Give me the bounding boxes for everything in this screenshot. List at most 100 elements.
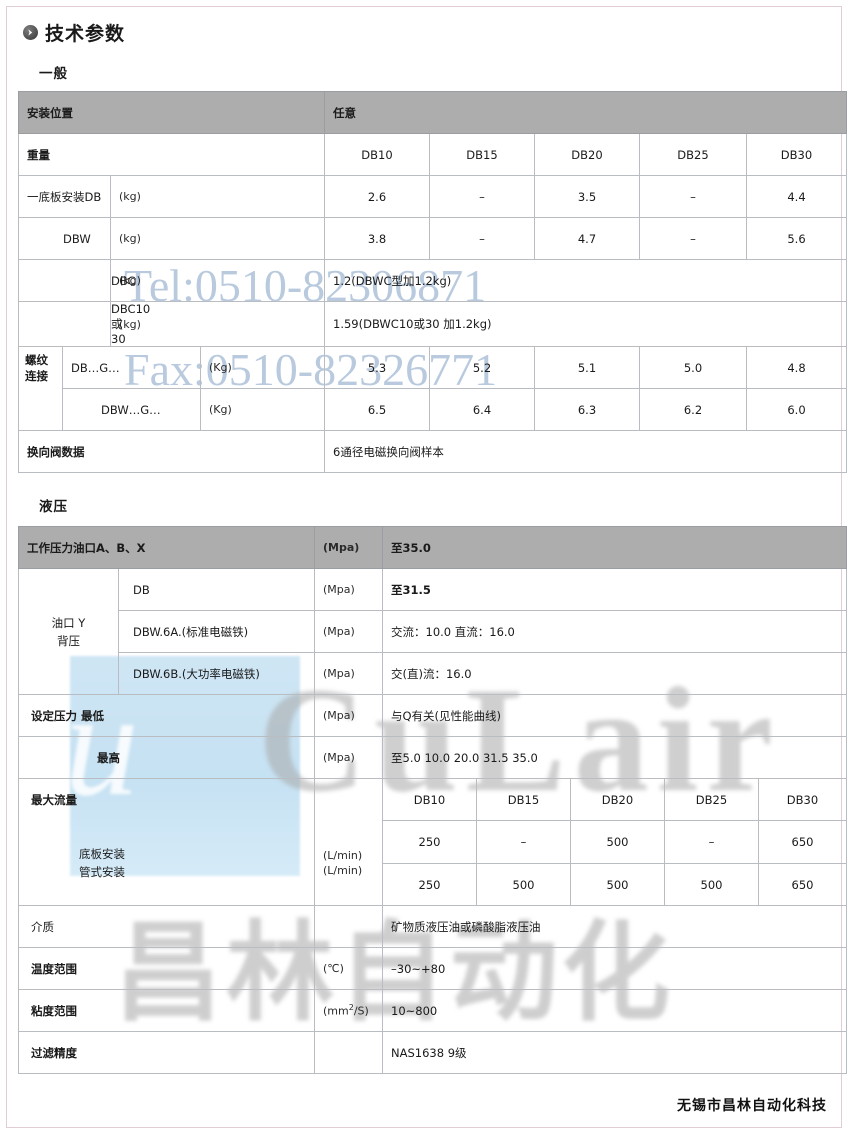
filtration-value: NAS1638 9级 [382, 1031, 847, 1074]
model-header: DB20 [570, 778, 665, 821]
thread-group-label: 螺纹连接 [18, 346, 63, 389]
table-row: DBC (kg) 1.2(DBWC型加1.2kg) [18, 259, 847, 302]
viscosity-label: 粘度范围 [18, 989, 315, 1032]
cell-value: – [476, 820, 571, 864]
row-label: DBW…G… [62, 388, 201, 431]
cell-value: 250 [382, 820, 477, 864]
cell-value: 6.4 [429, 388, 535, 431]
mount-label-tube: 管式安装 [18, 863, 315, 906]
cell-value: – [639, 175, 747, 218]
cell-value: 6.3 [534, 388, 640, 431]
viscosity-unit: (mm2/S) [314, 989, 383, 1032]
table-row: 油口 Y 背压 DB (Mpa) 至31.5 [18, 568, 847, 695]
row-label: DBW.6B.(大功率电磁铁) [118, 652, 315, 695]
row-label: DBW [18, 217, 111, 260]
cell-value: 6.0 [746, 388, 847, 431]
mount-label: 管式安装 [79, 864, 125, 879]
model-header: DB30 [746, 133, 847, 176]
table-row: DBW.6B.(大功率电磁铁) (Mpa) 交(直)流：16.0 [19, 652, 847, 695]
work-pressure-unit: (Mpa) [314, 526, 383, 569]
setting-min-label: 设定压力 最低 [18, 694, 315, 737]
cell-value: 500 [476, 863, 571, 906]
row-unit: (kg) [110, 301, 325, 347]
model-header: DB15 [429, 133, 535, 176]
cell-value: 4.8 [746, 346, 847, 389]
filtration-unit [314, 1031, 383, 1074]
table-row: 螺纹连接 DB…G… (Kg) 5.3 5.2 5.1 5.0 4.8 [18, 346, 847, 389]
work-pressure-label: 工作压力油口A、B、X [18, 526, 315, 569]
setting-min-value: 与Q有关(见性能曲线) [382, 694, 847, 737]
cell-value: – [429, 175, 535, 218]
medium-value: 矿物质液压油或磷酸脂液压油 [382, 905, 847, 948]
temperature-unit: (℃) [314, 947, 383, 990]
cell-value: 500 [570, 863, 665, 906]
max-flow-unit-spacer [314, 778, 383, 821]
table-row: 最高 (Mpa) 至5.0 10.0 20.0 31.5 35.0 [18, 736, 847, 779]
setting-min-unit: (Mpa) [314, 694, 383, 737]
cell-value: 6.5 [324, 388, 430, 431]
table-row: 温度范围 (℃) –30~+80 [18, 947, 847, 990]
section-heading: 技术参数 [23, 19, 831, 46]
table-row: 设定压力 最低 (Mpa) 与Q有关(见性能曲线) [18, 694, 847, 737]
temperature-value: –30~+80 [382, 947, 847, 990]
model-header: DB30 [758, 778, 847, 821]
mount-unit: (L/min) [314, 820, 383, 864]
table-row: 安装位置 任意 [18, 91, 847, 134]
cell-value: 500 [664, 863, 759, 906]
cell-value: 至31.5 [382, 568, 847, 611]
cell-value: 5.0 [639, 346, 747, 389]
general-table-wrap: Tel:0510-82306871 Fax:0510-82326771 安装位置… [18, 91, 847, 473]
setting-max-unit: (Mpa) [314, 736, 383, 779]
cell-value: 250 [382, 863, 477, 906]
row-label: DBC10或30 [18, 301, 150, 347]
model-header: DB10 [324, 133, 430, 176]
table-row: 换向阀数据 6通径电磁换向阀样本 [18, 430, 847, 473]
model-header: DB25 [664, 778, 759, 821]
viscosity-value: 10~800 [382, 989, 847, 1032]
cell-value: 交(直)流：16.0 [382, 652, 847, 695]
table-row: 最大流量 DB10 DB15 DB20 DB25 DB30 [18, 778, 847, 821]
table-row: 一底板安装DB (kg) 2.6 – 3.5 – 4.4 [18, 175, 847, 218]
back-pressure-group-label: 油口 Y 背压 [18, 568, 119, 695]
cell-value: 5.6 [746, 217, 847, 260]
table-row: 粘度范围 (mm2/S) 10~800 [18, 989, 847, 1032]
model-header: DB25 [639, 133, 747, 176]
row-label: DB…G… [62, 346, 201, 389]
model-header: DB20 [534, 133, 640, 176]
page-footer: 无锡市昌林自动化科技 [677, 1098, 827, 1114]
mounting-position-label: 安装位置 [18, 91, 325, 134]
setting-max-label: 最高 [18, 736, 315, 779]
document-page: 技术参数 一般 Tel:0510-82306871 Fax:0510-82326… [6, 6, 847, 1128]
cell-value: 5.3 [324, 346, 430, 389]
cell-value: 4.7 [534, 217, 640, 260]
hydraulic-table: 工作压力油口A、B、X (Mpa) 至35.0 油口 Y 背压 DB (Mpa) … [18, 526, 847, 1074]
cell-value: 3.8 [324, 217, 430, 260]
table-row: 底板安装 (L/min) 250 – 500 – 650 [18, 820, 847, 864]
row-unit: (kg) [110, 175, 325, 218]
table-row: 重量 DB10 DB15 DB20 DB25 DB30 [18, 133, 847, 176]
medium-unit [314, 905, 383, 948]
cell-value: 6.2 [639, 388, 747, 431]
valve-data-value: 6通径电磁换向阀样本 [324, 430, 847, 473]
hydraulic-table-wrap: u CuLair 昌林自动化 工作压力油口A、B、X (Mpa) 至35.0 油… [18, 526, 847, 1074]
row-unit: (Mpa) [314, 610, 383, 653]
table-row: DBW (kg) 3.8 – 4.7 – 5.6 [18, 217, 847, 260]
cell-value: 1.59(DBWC10或30 加1.2kg) [324, 301, 847, 347]
model-header: DB10 [382, 778, 477, 821]
temperature-label: 温度范围 [18, 947, 315, 990]
cell-value: 交流：10.0 直流：16.0 [382, 610, 847, 653]
row-label: 一底板安装DB [18, 175, 111, 218]
row-label: DBC [18, 259, 136, 302]
table-row: DBC10或30 (kg) 1.59(DBWC10或30 加1.2kg) [18, 301, 847, 347]
table-row: 过滤精度 NAS1638 9级 [18, 1031, 847, 1074]
mount-label: 底板安装 [79, 846, 125, 861]
mount-unit: (L/min) [314, 863, 383, 906]
cell-value: – [429, 217, 535, 260]
cell-value: 1.2(DBWC型加1.2kg) [324, 259, 847, 302]
cell-value: 650 [758, 820, 847, 864]
hydraulic-section-title: 液压 [39, 499, 68, 515]
mount-label-base: 底板安装 [18, 820, 315, 864]
row-label: DBW.6A.(标准电磁铁) [118, 610, 315, 653]
row-unit: (Mpa) [314, 652, 383, 695]
cell-value: – [639, 217, 747, 260]
